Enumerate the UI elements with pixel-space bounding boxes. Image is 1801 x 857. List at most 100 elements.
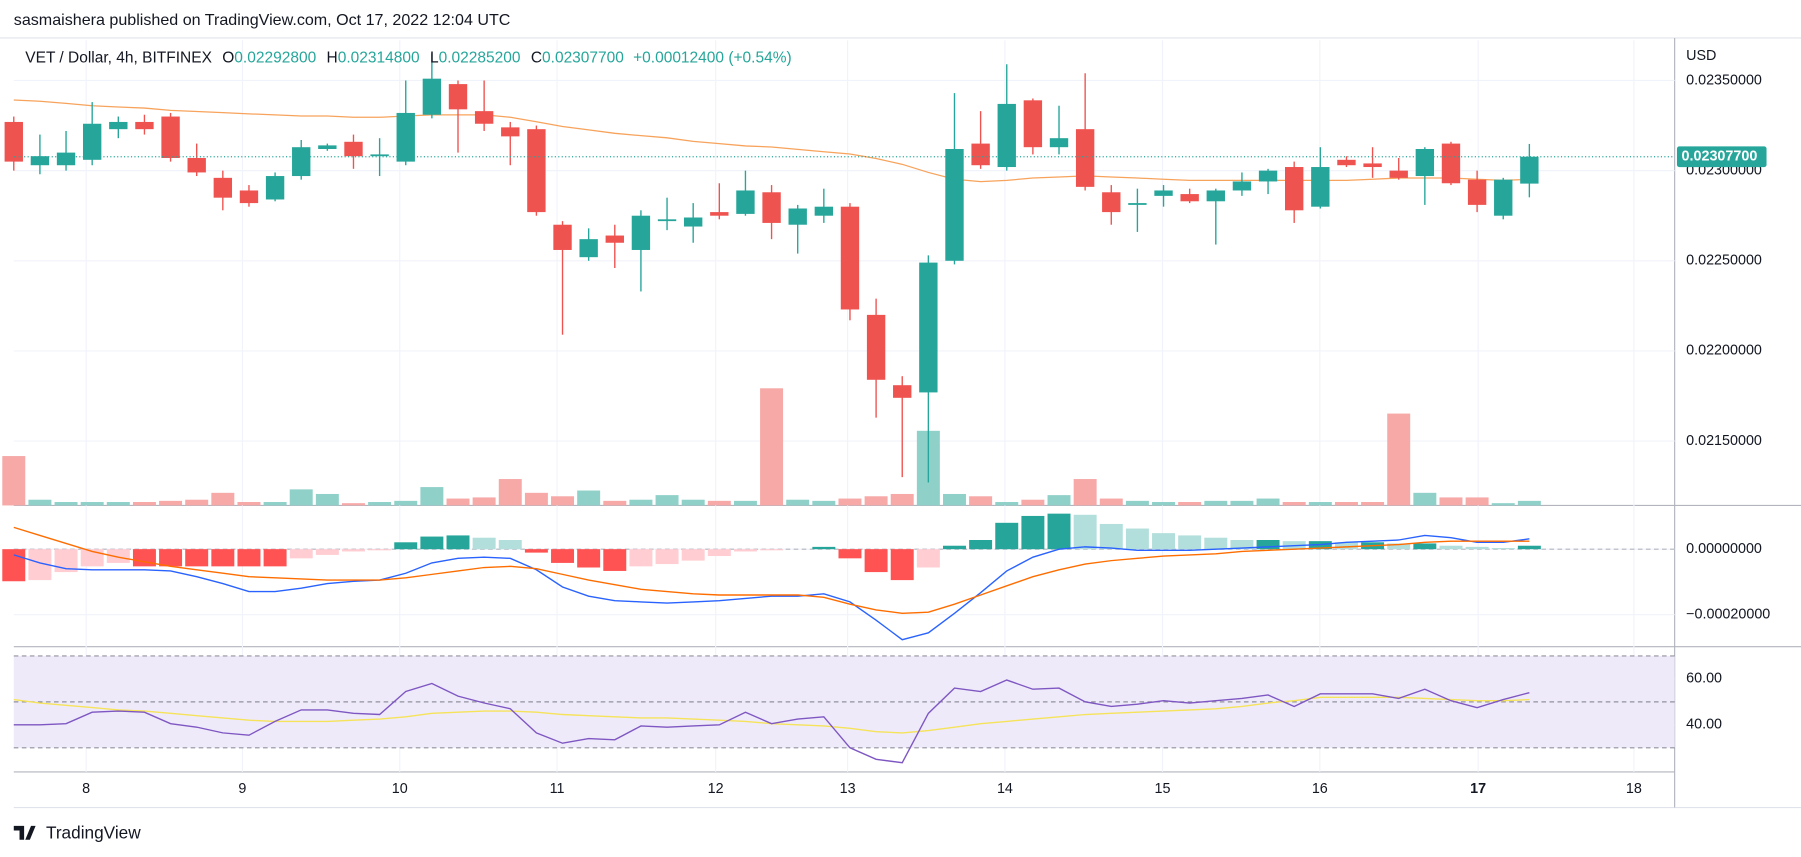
volume-bar xyxy=(1021,499,1045,506)
legend-item: L xyxy=(430,50,439,67)
legend-item: 0.02307700 xyxy=(542,50,624,67)
plot-layer xyxy=(2,40,1675,772)
candle-body xyxy=(265,176,285,200)
candle-body xyxy=(501,127,520,137)
macd-histogram-bar xyxy=(2,549,26,582)
macd-histogram-bar xyxy=(420,536,444,550)
macd-histogram-bar xyxy=(1099,523,1123,550)
candle-body xyxy=(318,145,337,149)
volume-bar xyxy=(1230,500,1254,506)
volume-bar xyxy=(1152,502,1176,506)
macd-histogram-bar xyxy=(1517,545,1541,550)
macd-histogram-bar xyxy=(916,549,940,568)
y-tick-label: −0.00020000 xyxy=(1686,606,1770,622)
y-tick-label: 60.00 xyxy=(1686,671,1722,687)
volume-bar xyxy=(629,499,653,506)
macd-histogram-bar xyxy=(1465,546,1489,550)
volume-bar xyxy=(446,498,470,506)
candle-body xyxy=(762,192,781,223)
x-tick-label: 13 xyxy=(840,781,856,797)
volume-bar xyxy=(54,502,78,506)
y-tick-label: 0.02200000 xyxy=(1686,343,1762,359)
logo-text: TradingView xyxy=(46,823,141,843)
legend-item: 0.02314800 xyxy=(338,50,420,67)
legend-item: C xyxy=(531,50,542,67)
candle-body xyxy=(187,158,206,173)
macd-histogram-bar xyxy=(1021,515,1045,550)
y-tick-label: 0.00000000 xyxy=(1686,541,1762,557)
macd-histogram-bar xyxy=(211,549,235,567)
candle-body xyxy=(710,212,729,216)
volume-bar xyxy=(472,497,496,506)
candle-body xyxy=(1311,167,1330,207)
candle-body xyxy=(1494,179,1513,216)
volume-bar xyxy=(1517,500,1541,506)
candle-body xyxy=(1180,194,1199,202)
candle-body xyxy=(82,123,102,160)
macd-histogram-bar xyxy=(1152,533,1176,550)
macd-histogram-bar xyxy=(1439,545,1463,550)
legend-item: VET / Dollar, 4h, BITFINEX xyxy=(25,50,212,67)
rsi-line xyxy=(13,679,1530,764)
candle-body xyxy=(579,239,598,258)
macd-histogram-bar xyxy=(341,549,365,552)
candle-body xyxy=(1154,190,1173,196)
macd-histogram-bar xyxy=(1387,543,1411,550)
x-tick-label: 18 xyxy=(1626,781,1642,797)
candle-body xyxy=(1023,100,1043,148)
candle-body xyxy=(1337,159,1356,166)
volume-bar xyxy=(838,498,862,506)
macd-histogram-bar xyxy=(733,549,757,552)
macd-histogram-bar xyxy=(995,522,1019,550)
macd-histogram-bar xyxy=(1491,548,1515,550)
volume-bar xyxy=(159,500,183,506)
volume-bar xyxy=(603,500,627,506)
macd-histogram-bar xyxy=(1125,528,1149,550)
candle-body xyxy=(30,156,50,166)
candle-body xyxy=(1520,156,1539,184)
x-tick-label: 14 xyxy=(997,781,1013,797)
candle-body xyxy=(971,143,990,166)
macd-histogram-bar xyxy=(237,549,261,567)
macd-histogram-bar xyxy=(969,539,993,550)
candle-body xyxy=(553,224,572,250)
volume-bar xyxy=(394,500,418,506)
macd-histogram-bar xyxy=(524,549,548,553)
macd-histogram-bar xyxy=(1413,543,1437,550)
legend-item: +0.00012400 (+0.54%) xyxy=(633,50,792,67)
volume-bar xyxy=(890,493,914,506)
legend: VET / Dollar, 4h, BITFINEX O0.02292800 H0.… xyxy=(25,50,791,67)
legend-item: O xyxy=(222,50,234,67)
volume-bar xyxy=(524,492,548,506)
macd-histogram-bar xyxy=(368,549,392,551)
candle-body xyxy=(1258,170,1278,182)
volume-bar xyxy=(341,503,365,506)
candle-body xyxy=(840,206,860,310)
x-tick-label: 10 xyxy=(392,781,408,797)
macd-histogram-bar xyxy=(890,549,914,581)
macd-histogram-bar xyxy=(577,549,601,568)
macd-histogram-bar xyxy=(1334,542,1358,550)
candle-body xyxy=(213,177,233,198)
volume-bar xyxy=(812,500,836,506)
candle-body xyxy=(527,129,546,213)
x-tick-label: 15 xyxy=(1155,781,1171,797)
volume-bar xyxy=(969,496,993,506)
macd-histogram-bar xyxy=(106,549,130,563)
x-tick-label: 8 xyxy=(82,781,90,797)
volume-bar xyxy=(106,502,130,506)
candle-body xyxy=(396,112,415,162)
candle-body xyxy=(474,111,494,124)
macd-histogram-bar xyxy=(1204,537,1228,550)
candle-body xyxy=(1415,148,1435,177)
candle-body xyxy=(1389,170,1408,178)
volume-bar xyxy=(1282,502,1306,506)
candle-body xyxy=(1075,129,1095,187)
volume-bar xyxy=(707,500,731,506)
candle-body xyxy=(239,190,259,204)
volume-bar xyxy=(263,502,287,506)
macd-histogram-bar xyxy=(603,549,627,571)
volume-bar xyxy=(733,500,757,506)
candle-body xyxy=(788,208,807,225)
